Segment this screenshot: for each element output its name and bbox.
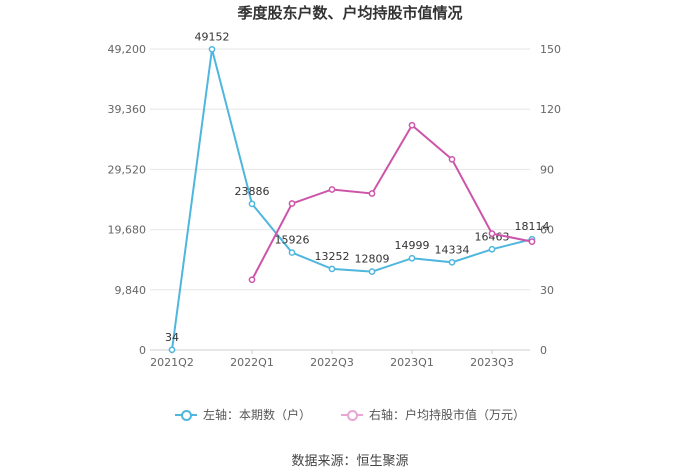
right-tick-label: 0 (540, 344, 547, 357)
x-tick-label: 2022Q3 (310, 356, 354, 369)
data-point (368, 190, 376, 197)
legend-item-households[interactable]: 左轴：本期数（户） (174, 406, 311, 423)
right-tick-label: 30 (540, 284, 554, 297)
data-point (448, 258, 456, 266)
data-label: 13252 (315, 250, 350, 263)
legend-item-avg-value[interactable]: 右轴：户均持股市值（万元） (341, 406, 525, 423)
left-tick-label: 0 (139, 344, 146, 357)
data-point (368, 268, 376, 275)
legend-swatch-avg-value (341, 409, 363, 421)
legend-swatch-households (174, 409, 197, 421)
data-point (288, 249, 296, 256)
series-line-1 (251, 123, 533, 281)
data-label: 23886 (235, 185, 270, 198)
data-point (448, 156, 456, 163)
data-point (168, 346, 176, 354)
data-label: 34 (165, 331, 179, 344)
data-label: 15926 (275, 234, 310, 247)
data-label: 12809 (355, 253, 390, 266)
legend-label-avg-value: 右轴：户均持股市值（万元） (369, 408, 526, 422)
data-point (528, 238, 536, 245)
data-source: 数据来源：恒生聚源 (291, 454, 409, 469)
data-point (408, 121, 416, 129)
x-tick-label: 2021Q2 (150, 356, 194, 369)
data-point (288, 200, 296, 207)
x-tick-label: 2023Q3 (470, 356, 514, 369)
data-label: 18114 (515, 220, 550, 233)
data-point (328, 186, 336, 193)
data-label: 14999 (395, 239, 430, 252)
x-tick-label: 2022Q1 (230, 356, 274, 369)
data-point (488, 245, 496, 253)
data-point (248, 200, 256, 208)
data-point (408, 254, 416, 262)
data-label: 49152 (195, 30, 230, 43)
left-tick-label: 9,840 (115, 284, 147, 297)
left-tick-label: 29,520 (108, 163, 147, 176)
left-tick-label: 19,680 (108, 224, 147, 237)
x-tick-label: 2023Q1 (390, 356, 434, 369)
right-tick-label: 90 (540, 163, 554, 176)
right-tick-label: 60 (540, 224, 554, 237)
right-tick-label: 150 (540, 43, 561, 56)
data-label: 14334 (435, 243, 470, 256)
left-tick-label: 49,200 (108, 43, 147, 56)
data-point (248, 276, 256, 284)
legend-label-households: 左轴：本期数（户） (202, 408, 311, 422)
data-point (208, 45, 216, 53)
right-tick-label: 120 (540, 103, 561, 116)
legend: 左轴：本期数（户） 右轴：户均持股市值（万元） (0, 406, 700, 423)
left-tick-label: 39,360 (108, 103, 147, 116)
data-point (488, 230, 496, 237)
series-line-0 (171, 49, 533, 350)
chart-title: 季度股东户数、户均持股市值情况 (237, 4, 463, 22)
data-point (328, 265, 336, 273)
